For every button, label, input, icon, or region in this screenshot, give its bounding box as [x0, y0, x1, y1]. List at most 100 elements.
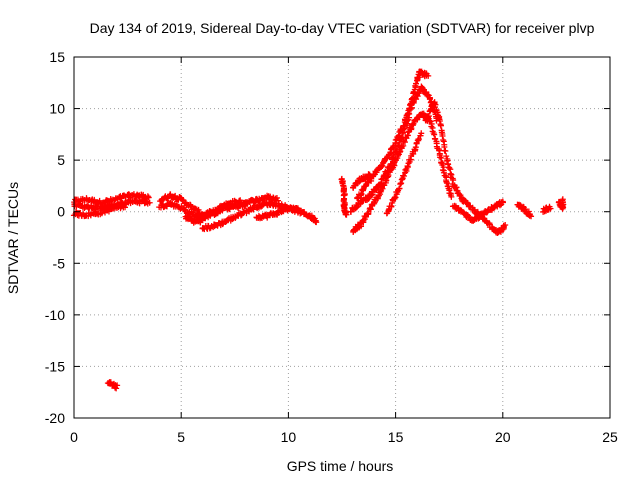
- data-point: [410, 99, 417, 106]
- data-point: [367, 173, 374, 180]
- data-point: [401, 125, 408, 132]
- data-point: [456, 190, 463, 197]
- x-tick-label: 20: [495, 429, 511, 445]
- data-point: [121, 201, 128, 208]
- data-point: [436, 147, 443, 154]
- data-point: [342, 210, 349, 217]
- data-point: [440, 136, 447, 143]
- data-point: [413, 96, 420, 103]
- data-point: [390, 153, 397, 160]
- data-point: [398, 134, 405, 141]
- data-point: [443, 180, 450, 187]
- axis-layer: 0 5 10 15 20 25 -20 -15 -10 -5 0 5 10 15: [45, 49, 618, 445]
- data-point: [414, 137, 421, 144]
- data-point: [404, 163, 411, 170]
- data-point: [401, 139, 408, 146]
- y-tick-label: -20: [45, 410, 65, 426]
- data-point: [312, 217, 319, 224]
- data-point: [412, 144, 419, 151]
- data-point: [450, 177, 457, 184]
- data-point: [388, 202, 395, 209]
- data-point: [401, 172, 408, 179]
- data-point: [358, 223, 365, 230]
- data-point: [528, 213, 535, 220]
- data-point: [422, 117, 429, 124]
- data-point: [403, 117, 410, 124]
- data-point: [343, 211, 350, 218]
- data-point: [373, 169, 380, 176]
- data-point: [547, 205, 554, 212]
- data-point: [499, 199, 506, 206]
- data-point: [396, 185, 403, 192]
- data-point: [437, 122, 444, 129]
- data-point: [444, 160, 451, 167]
- data-point: [439, 132, 446, 139]
- data-point: [365, 210, 372, 217]
- data-point: [172, 192, 179, 199]
- data-point: [425, 113, 432, 120]
- data-point: [406, 110, 413, 117]
- data-point: [405, 129, 412, 136]
- data-point: [367, 206, 374, 213]
- data-point: [410, 120, 417, 127]
- y-tick-label: 5: [57, 152, 65, 168]
- data-point: [442, 148, 449, 155]
- data-point: [440, 169, 447, 176]
- data-point: [431, 104, 438, 111]
- data-point: [418, 130, 425, 137]
- data-point: [448, 193, 455, 200]
- data-point: [443, 153, 450, 160]
- y-tick-label: -15: [45, 358, 65, 374]
- x-tick-label: 5: [177, 429, 185, 445]
- y-tick-label: 0: [57, 204, 65, 220]
- grid-layer: [74, 57, 610, 418]
- data-point: [187, 202, 194, 209]
- data-point: [443, 157, 450, 164]
- data-point: [412, 80, 419, 87]
- data-point: [388, 160, 395, 167]
- plot-frame: [73, 56, 611, 419]
- y-tick-label: 10: [49, 101, 65, 117]
- data-point: [146, 199, 153, 206]
- x-axis-label: GPS time / hours: [287, 458, 394, 474]
- data-point: [431, 131, 438, 138]
- data-point: [347, 208, 354, 215]
- data-point: [436, 116, 443, 123]
- data-point: [114, 382, 121, 389]
- data-point: [398, 180, 405, 187]
- data-point: [273, 194, 280, 201]
- y-tick-label: -5: [53, 255, 66, 271]
- data-point: [242, 201, 249, 208]
- data-point: [502, 222, 509, 229]
- x-tick-label: 15: [388, 429, 404, 445]
- data-point: [471, 206, 478, 213]
- data-point: [199, 216, 206, 223]
- data-point: [145, 194, 152, 201]
- data-point: [443, 177, 450, 184]
- data-point: [436, 154, 443, 161]
- data-point: [393, 146, 400, 153]
- data-point: [427, 95, 434, 102]
- data-layer: [70, 68, 567, 392]
- x-tick-label: 25: [602, 429, 618, 445]
- data-point: [415, 136, 422, 143]
- data-point: [447, 170, 454, 177]
- data-point: [192, 205, 199, 212]
- data-point: [122, 204, 129, 211]
- data-point: [354, 203, 361, 210]
- data-point: [419, 85, 426, 92]
- data-point: [392, 194, 399, 201]
- data-point: [559, 196, 566, 203]
- data-point: [113, 385, 120, 392]
- data-point: [425, 72, 432, 79]
- y-tick-label: -10: [45, 307, 65, 323]
- y-tick-label: 15: [49, 49, 65, 65]
- x-tick-label: 10: [281, 429, 297, 445]
- data-point: [241, 202, 248, 209]
- x-tick-label: 0: [70, 429, 78, 445]
- data-point: [415, 90, 422, 97]
- data-point: [475, 215, 482, 222]
- y-axis-label: SDTVAR / TECUs: [5, 182, 21, 294]
- data-point: [295, 208, 302, 215]
